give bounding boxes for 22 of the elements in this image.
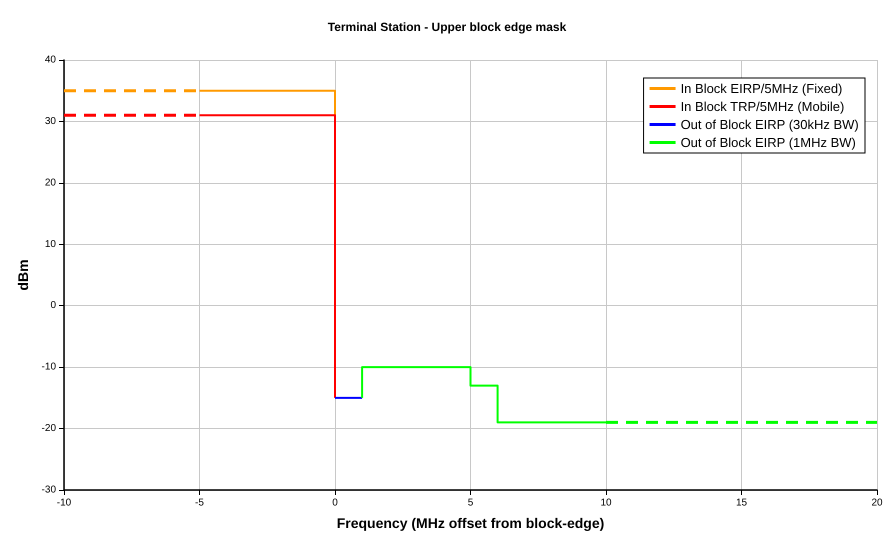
x-tick-label: -5 bbox=[195, 498, 204, 508]
x-tick-label: 10 bbox=[600, 498, 612, 508]
x-axis-title: Frequency (MHz offset from block-edge) bbox=[336, 515, 604, 531]
y-tick-label: -20 bbox=[42, 423, 56, 434]
x-tick-label: 15 bbox=[736, 498, 748, 508]
x-tick-label: 0 bbox=[332, 498, 338, 508]
y-axis-title: dBm bbox=[15, 259, 31, 291]
y-tick-label: 30 bbox=[44, 116, 56, 127]
legend-label: In Block TRP/5MHz (Mobile) bbox=[680, 99, 844, 114]
x-tick-label: 5 bbox=[468, 498, 474, 508]
x-tick-label: 20 bbox=[871, 498, 883, 508]
y-tick-label: -10 bbox=[42, 362, 56, 373]
y-tick-label: 0 bbox=[50, 300, 56, 312]
x-tick-label: -10 bbox=[56, 498, 72, 508]
legend-label: Out of Block EIRP (30kHz BW) bbox=[680, 117, 859, 132]
chart-title: Terminal Station - Upper block edge mask bbox=[328, 20, 567, 34]
y-tick-label: 20 bbox=[44, 177, 56, 188]
y-tick-label: -30 bbox=[42, 484, 56, 496]
y-tick-label: 40 bbox=[44, 54, 56, 66]
legend-label: In Block EIRP/5MHz (Fixed) bbox=[680, 81, 842, 96]
legend-label: Out of Block EIRP (1MHz BW) bbox=[680, 135, 856, 150]
y-tick-label: 10 bbox=[44, 238, 56, 250]
